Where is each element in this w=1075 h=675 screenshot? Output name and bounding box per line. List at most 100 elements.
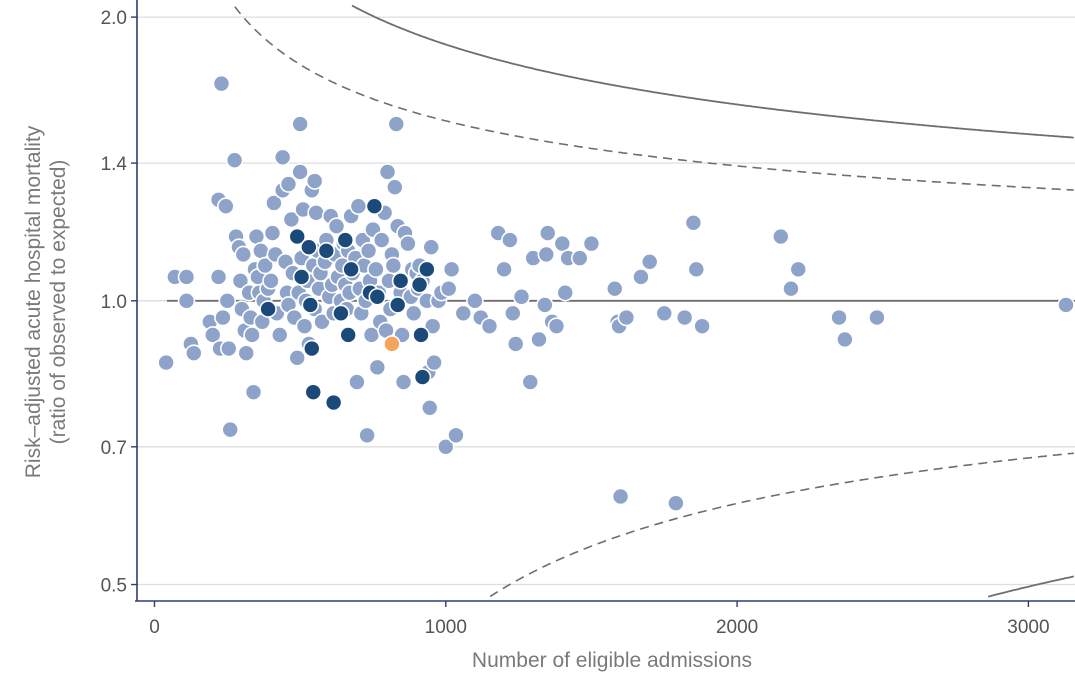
point-focal-hospital (383, 335, 401, 353)
point-other-hospitals (307, 203, 325, 222)
point-other-hospitals (185, 344, 203, 362)
point-other-hospitals (420, 398, 439, 417)
point-other-hospitals (454, 304, 473, 323)
point-other-hospitals (263, 224, 282, 242)
point-other-hospitals (231, 272, 250, 290)
control-limits (167, 4, 1075, 598)
point-highlight-group (413, 368, 432, 386)
point-highlight-group (365, 197, 384, 216)
point-other-hospitals (611, 487, 630, 506)
point-other-hospitals (288, 349, 307, 367)
point-other-hospitals (262, 272, 280, 290)
point-highlight-group (300, 238, 318, 256)
point-other-hospitals (556, 283, 575, 302)
point-highlight-group (412, 326, 430, 344)
point-other-hospitals (684, 213, 703, 232)
x-tick-label: 2000 (716, 617, 758, 638)
point-other-hospitals (582, 234, 601, 253)
point-other-hospitals (177, 268, 196, 286)
data-points (157, 74, 1075, 512)
x-tick-label: 3000 (1007, 617, 1049, 638)
point-other-hospitals (368, 358, 387, 377)
point-other-hospitals (836, 330, 854, 349)
point-other-hospitals (495, 260, 513, 279)
y-tick-label: 0.5 (101, 576, 127, 597)
point-other-hospitals (212, 74, 231, 93)
point-other-hospitals (404, 304, 423, 323)
point-other-hospitals (570, 249, 589, 267)
point-highlight-group (304, 383, 323, 401)
point-other-hospitals (372, 231, 391, 249)
point-other-hospitals (547, 317, 566, 335)
point-other-hospitals (521, 373, 540, 391)
point-other-hospitals (295, 317, 314, 335)
point-other-hospitals (243, 326, 261, 344)
point-other-hospitals (218, 292, 237, 310)
point-other-hospitals (466, 292, 484, 310)
point-other-hospitals (327, 217, 346, 235)
point-other-hospitals (291, 115, 309, 133)
point-other-hospitals (217, 197, 235, 216)
point-highlight-group (302, 339, 321, 358)
point-other-hospitals (348, 373, 366, 391)
point-other-hospitals (313, 313, 331, 331)
point-other-hospitals (512, 287, 531, 306)
point-highlight-group (317, 241, 336, 260)
y-tick-label: 1.0 (101, 292, 127, 313)
point-other-hospitals (265, 194, 283, 212)
point-highlight-group (342, 260, 360, 279)
y-tick-label: 1.4 (101, 154, 128, 175)
point-other-hospitals (256, 256, 274, 275)
point-highlight-group (288, 227, 307, 246)
point-other-hospitals (640, 253, 659, 271)
y-tick-label: 0.7 (101, 438, 127, 459)
point-other-hospitals (157, 353, 175, 372)
point-other-hospitals (538, 224, 557, 242)
point-other-hospitals (349, 197, 368, 216)
point-highlight-group (292, 268, 311, 286)
point-other-hospitals (203, 326, 222, 344)
point-other-hospitals (234, 245, 253, 264)
point-other-hospitals (423, 317, 442, 335)
axes: 0.5 0.7 1.0 1.4 2.0 0 1000 2000 3000 (101, 0, 1075, 638)
y-axis-title-line2: (ratio of observed to expected) (47, 160, 70, 445)
inner-lower-limit (489, 452, 1074, 598)
point-other-hospitals (422, 238, 441, 256)
inner-upper-limit (234, 6, 1074, 191)
point-other-hospitals (436, 438, 455, 456)
point-highlight-group (388, 296, 407, 314)
point-other-hospitals (1057, 296, 1075, 314)
point-other-hospitals (868, 308, 886, 327)
point-other-hospitals (655, 304, 674, 323)
point-highlight-group (259, 300, 277, 318)
point-other-hospitals (279, 175, 298, 193)
point-other-hospitals (506, 335, 525, 353)
point-other-hospitals (237, 344, 256, 362)
point-other-hospitals (771, 227, 790, 246)
point-other-hospitals (209, 268, 228, 286)
point-other-hospitals (447, 426, 465, 445)
x-tick-label: 1000 (425, 617, 467, 638)
point-other-hospitals (537, 245, 556, 264)
point-other-hospitals (270, 326, 289, 344)
point-other-hospitals (632, 268, 650, 286)
point-other-hospitals (282, 210, 301, 229)
point-other-hospitals (219, 339, 238, 358)
point-highlight-group (339, 326, 357, 344)
point-other-hospitals (782, 279, 800, 298)
point-other-hospitals (536, 296, 554, 314)
point-other-hospitals (358, 426, 376, 445)
point-other-hospitals (501, 231, 519, 249)
point-other-hospitals (221, 420, 240, 439)
point-other-hospitals (605, 279, 624, 298)
point-other-hospitals (399, 234, 417, 253)
point-other-hospitals (291, 163, 309, 181)
point-other-hospitals (617, 308, 636, 327)
point-highlight-group (410, 275, 429, 294)
point-other-hospitals (225, 151, 244, 169)
point-other-hospitals (425, 353, 443, 372)
point-other-hospitals (687, 260, 706, 279)
outer-lower-limit (987, 575, 1075, 598)
point-other-hospitals (480, 317, 499, 335)
